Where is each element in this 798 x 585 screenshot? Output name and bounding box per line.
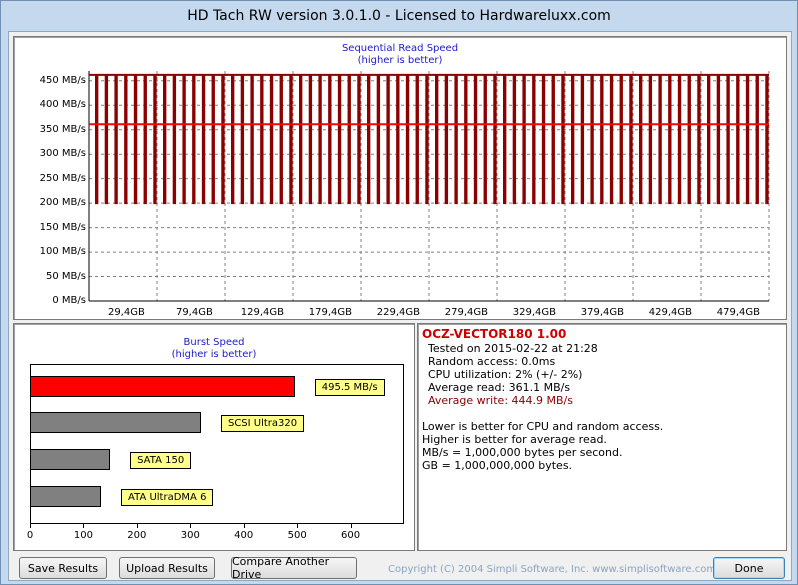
- read-x-tick-label: 329,4GB: [512, 307, 557, 318]
- burst-x-tick: [243, 524, 245, 528]
- read-chart-title: Sequential Read Speed: [341, 43, 459, 54]
- read-y-tick-label: 50 MB/s: [46, 270, 86, 282]
- burst-x-tick: [350, 524, 352, 528]
- burst-chart-title: Burst Speed: [183, 337, 245, 348]
- burst-chart-plot: 495.5 MB/s SCSI Ultra320 SATA 150 ATA Ultra…: [27, 364, 404, 541]
- burst-x-tick-label: 0: [26, 530, 34, 541]
- compare-drive-button[interactable]: Compare Another Drive: [231, 555, 357, 581]
- copyright-text: Copyright (C) 2004 Simpli Software, Inc.…: [388, 564, 717, 575]
- read-y-tick-label: 200 MB/s: [39, 197, 86, 209]
- burst-bar-label: ATA UltraDMA 6: [121, 489, 214, 506]
- read-y-tick-label: 250 MB/s: [39, 172, 86, 184]
- burst-x-tick-label: 200: [127, 530, 147, 541]
- burst-x-tick-label: 500: [287, 530, 307, 541]
- burst-x-tick-label: 100: [73, 530, 93, 541]
- random-access: Random access: 0.0ms: [428, 355, 556, 368]
- burst-x-tick: [30, 524, 31, 528]
- burst-plot-frame: [30, 364, 404, 524]
- read-chart-y-axis: 450 MB/s 400 MB/s 350 MB/s 300 MB/s 250 MB/s…: [14, 37, 86, 319]
- done-button[interactable]: Done: [713, 557, 785, 579]
- note-mbs: MB/s = 1,000,000 bytes per second.: [422, 446, 623, 459]
- burst-x-tick-label: 600: [341, 530, 361, 541]
- read-y-tick-label: 450 MB/s: [39, 74, 86, 86]
- cpu-utilization: CPU utilization: 2% (+/- 2%): [428, 368, 583, 381]
- read-y-tick-label: 0 MB/s: [52, 295, 86, 306]
- burst-bar-label: 495.5 MB/s: [314, 379, 385, 396]
- read-y-tick-label: 100 MB/s: [39, 246, 86, 258]
- burst-bar: [30, 412, 201, 433]
- read-x-tick-label: 379,4GB: [580, 307, 625, 318]
- drive-info-panel: OCZ-VECTOR180 1.00 Tested on 2015-02-22 …: [417, 323, 787, 551]
- read-x-tick-label: 229,4GB: [376, 307, 421, 318]
- burst-bar: [30, 376, 295, 397]
- tested-date: Tested on 2015-02-22 at 21:28: [428, 342, 598, 355]
- read-x-tick-label: 29,4GB: [107, 307, 145, 318]
- burst-x-tick: [297, 524, 299, 528]
- read-y-tick-label: 300 MB/s: [39, 148, 86, 160]
- burst-bar: [30, 486, 102, 507]
- upload-results-button[interactable]: Upload Results: [119, 557, 215, 579]
- burst-x-tick: [83, 524, 85, 528]
- read-x-tick-label: 179,4GB: [308, 307, 353, 318]
- read-x-tick-label: 79,4GB: [175, 307, 213, 318]
- read-x-tick-label: 429,4GB: [648, 307, 693, 318]
- burst-x-tick-label: 400: [234, 530, 254, 541]
- burst-x-tick-label: 300: [180, 530, 200, 541]
- burst-bar: [30, 449, 111, 470]
- read-chart-plot: [88, 71, 770, 302]
- average-read: Average read: 361.1 MB/s: [428, 381, 571, 394]
- burst-chart-subtitle: (higher is better): [171, 349, 257, 360]
- burst-bar-label: SCSI Ultra320: [220, 415, 305, 432]
- read-chart-panel: Sequential Read Speed (higher is better)…: [13, 36, 787, 320]
- window-title: HD Tach RW version 3.0.1.0 - Licensed to…: [187, 8, 611, 24]
- read-y-tick-label: 150 MB/s: [39, 221, 86, 233]
- burst-bar-label: SATA 150: [130, 452, 192, 469]
- note-gb: GB = 1,000,000,000 bytes.: [422, 459, 573, 472]
- read-y-tick-label: 350 MB/s: [39, 123, 86, 135]
- read-chart-x-axis: 29,4GB 79,4GB 129,4GB 179,4GB 229,4GB 279,4GB…: [89, 307, 769, 319]
- drive-name: OCZ-VECTOR180 1.00: [422, 327, 567, 341]
- save-results-button[interactable]: Save Results: [19, 557, 107, 579]
- client-area: Sequential Read Speed (higher is better)…: [8, 31, 792, 581]
- read-x-tick-label: 129,4GB: [240, 307, 285, 318]
- read-speed-line: [89, 73, 769, 205]
- burst-x-tick: [190, 524, 192, 528]
- average-write: Average write: 444.9 MB/s: [428, 394, 573, 407]
- burst-chart-panel: Burst Speed (higher is better) 495.5 MB/…: [13, 323, 415, 551]
- note-read: Higher is better for average read.: [422, 433, 607, 446]
- read-x-tick-label: 279,4GB: [444, 307, 489, 318]
- read-y-tick-label: 400 MB/s: [39, 99, 86, 111]
- burst-x-tick: [136, 524, 138, 528]
- read-chart-subtitle: (higher is better): [357, 55, 443, 66]
- note-cpu: Lower is better for CPU and random acces…: [422, 420, 664, 433]
- read-x-tick-label: 479,4GB: [716, 307, 761, 318]
